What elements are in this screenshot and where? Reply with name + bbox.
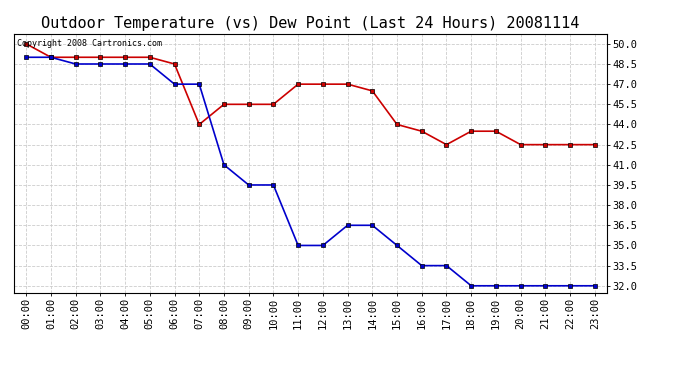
- Text: Copyright 2008 Cartronics.com: Copyright 2008 Cartronics.com: [17, 39, 161, 48]
- Title: Outdoor Temperature (vs) Dew Point (Last 24 Hours) 20081114: Outdoor Temperature (vs) Dew Point (Last…: [41, 16, 580, 31]
